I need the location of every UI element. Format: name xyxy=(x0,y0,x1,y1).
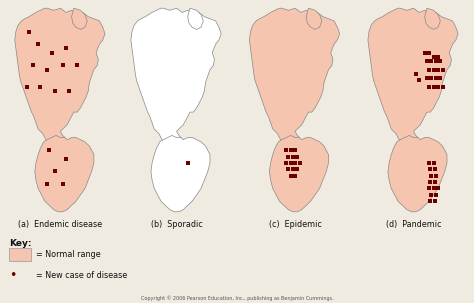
Point xyxy=(23,84,31,89)
Point xyxy=(415,78,423,83)
Point xyxy=(293,167,301,172)
Text: (b)  Sporadic: (b) Sporadic xyxy=(151,220,202,229)
Point xyxy=(284,154,292,159)
Point xyxy=(439,84,447,89)
Point xyxy=(431,199,438,204)
Point xyxy=(428,192,435,197)
Text: Copyright © 2006 Pearson Education, Inc., publishing as Benjamin Cummings.: Copyright © 2006 Pearson Education, Inc.… xyxy=(141,296,333,301)
Polygon shape xyxy=(306,8,322,29)
Text: Key:: Key: xyxy=(9,239,32,248)
Point xyxy=(293,154,301,159)
Point xyxy=(283,148,290,153)
Point xyxy=(423,76,431,81)
Point xyxy=(428,173,435,178)
Point xyxy=(59,63,66,68)
Point xyxy=(425,84,433,89)
Point xyxy=(434,186,442,191)
Point xyxy=(287,148,294,153)
Polygon shape xyxy=(269,135,328,212)
Point xyxy=(62,156,70,161)
Point xyxy=(51,169,59,174)
Point xyxy=(43,67,51,72)
Point xyxy=(425,186,433,191)
Polygon shape xyxy=(15,8,105,146)
Polygon shape xyxy=(35,135,94,212)
Polygon shape xyxy=(72,8,87,29)
Point xyxy=(437,76,444,81)
Point xyxy=(46,148,53,153)
Point xyxy=(284,167,292,172)
Point xyxy=(43,182,51,187)
Polygon shape xyxy=(188,8,203,29)
Point xyxy=(425,67,433,72)
Point xyxy=(51,88,59,93)
Text: (a)  Endemic disease: (a) Endemic disease xyxy=(18,220,102,229)
Point xyxy=(289,154,297,159)
Point xyxy=(48,50,55,55)
Polygon shape xyxy=(388,135,447,212)
Text: (c)  Epidemic: (c) Epidemic xyxy=(269,220,321,229)
Point xyxy=(35,42,42,47)
Point xyxy=(283,161,290,165)
Point xyxy=(65,88,73,93)
Point xyxy=(432,173,439,178)
Polygon shape xyxy=(131,8,221,146)
Point xyxy=(428,76,435,81)
Point xyxy=(430,84,438,89)
Text: = New case of disease: = New case of disease xyxy=(36,271,128,280)
Point xyxy=(430,161,438,165)
Point xyxy=(431,180,438,185)
Point xyxy=(425,50,433,55)
Point xyxy=(425,161,433,165)
Point xyxy=(427,167,434,172)
Text: = Normal range: = Normal range xyxy=(36,250,101,259)
Point xyxy=(434,84,442,89)
Point xyxy=(432,59,439,64)
Point xyxy=(36,84,44,89)
Point xyxy=(296,161,303,165)
Point xyxy=(431,167,438,172)
Point xyxy=(434,55,442,59)
Point xyxy=(427,180,434,185)
Point xyxy=(434,67,442,72)
Polygon shape xyxy=(368,8,458,146)
Point xyxy=(439,67,447,72)
Point xyxy=(289,167,297,172)
Point xyxy=(430,55,438,59)
Text: (d)  Pandemic: (d) Pandemic xyxy=(386,220,441,229)
Point xyxy=(287,161,294,165)
Point xyxy=(291,161,299,165)
Point xyxy=(427,199,434,204)
Point xyxy=(291,148,299,153)
Point xyxy=(59,182,66,187)
Point xyxy=(62,46,70,51)
Point xyxy=(73,63,81,68)
Point xyxy=(430,186,438,191)
Point xyxy=(287,173,294,178)
Point xyxy=(423,59,431,64)
Polygon shape xyxy=(425,8,440,29)
Point xyxy=(430,67,438,72)
Point xyxy=(428,59,435,64)
Point xyxy=(432,192,439,197)
Point xyxy=(184,161,191,165)
Text: •: • xyxy=(9,269,17,282)
Polygon shape xyxy=(249,8,339,146)
Point xyxy=(437,59,444,64)
Point xyxy=(421,50,428,55)
Point xyxy=(291,173,299,178)
Point xyxy=(412,72,419,76)
Point xyxy=(432,76,439,81)
Point xyxy=(29,63,36,68)
Polygon shape xyxy=(151,135,210,212)
Point xyxy=(26,29,33,34)
